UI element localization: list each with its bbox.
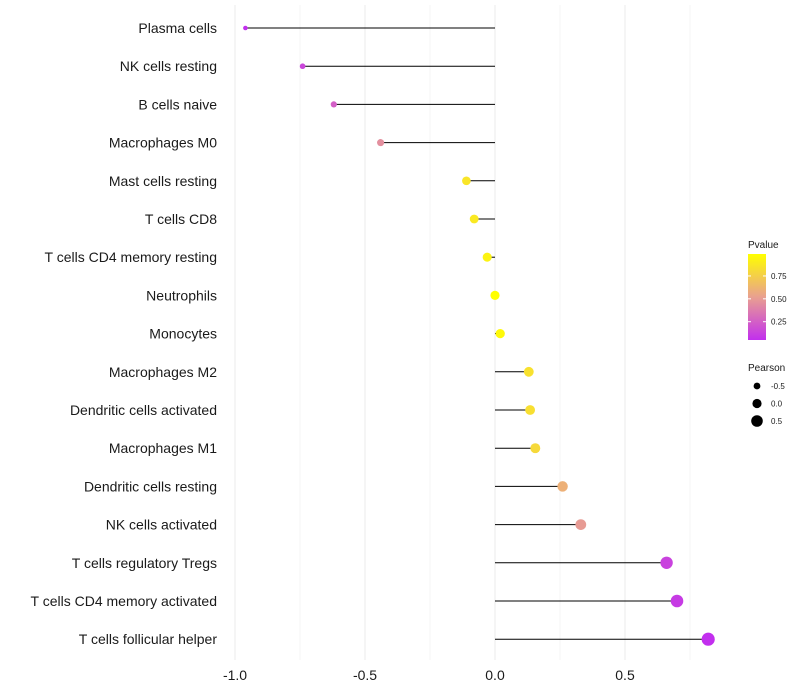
category-label: Mast cells resting [109,173,217,189]
category-label: Dendritic cells activated [70,402,217,418]
colorbar-tick-label: 0.50 [771,295,787,304]
category-label: T cells CD4 memory resting [45,249,217,265]
lollipop-dot [495,328,505,339]
x-axis-ticks: -1.0 -0.5 0.0 0.5 [223,667,635,683]
lollipop-dot [575,519,587,530]
lollipop-dot [482,252,492,262]
category-label: Dendritic cells resting [84,478,217,494]
lollipop-dot [299,63,306,70]
category-label: T cells regulatory Tregs [72,555,217,571]
category-labels: Plasma cells NK cells resting B cells naiv… [31,20,218,647]
lollipop-dot [557,481,568,492]
size-legend-label: -0.5 [771,382,785,391]
pvalue-legend-title: Pvalue [748,240,779,251]
lollipop-dots [243,25,715,646]
x-tick-label: -0.5 [353,667,377,683]
size-legend-dot [751,415,763,427]
size-legend-label: 0.0 [771,400,783,409]
lollipop-dot [523,366,534,377]
category-label: Macrophages M0 [109,135,217,151]
pearson-legend: Pearson -0.5 0.0 0.5 [748,363,785,427]
colorbar-tick-label: 0.25 [771,318,787,327]
category-label: Neutrophils [146,287,217,303]
category-label: B cells naive [138,96,217,112]
category-label: NK cells resting [120,58,217,74]
lollipop-dot [469,214,479,224]
lollipop-dot [490,290,500,300]
x-tick-label: 0.0 [485,667,505,683]
lollipop-dot [462,176,471,186]
lollipop-dot [525,405,536,415]
lollipop-dot [377,139,385,147]
lollipop-stems [245,27,709,640]
x-tick-label: -1.0 [223,667,247,683]
lollipop-dot [670,594,684,608]
colorbar-tick-label: 0.75 [771,272,787,281]
category-label: T cells CD8 [145,211,217,227]
pvalue-legend: Pvalue 0.75 0.50 0.25 [748,240,787,340]
lollipop-dot [530,443,541,454]
size-legend-dot [753,382,761,390]
category-label: T cells follicular helper [79,631,218,647]
size-legend-dot [752,398,762,409]
pvalue-colorbar [748,254,766,340]
lollipop-dot [330,101,337,108]
category-label: Monocytes [149,326,217,342]
lollipop-dot [243,25,248,31]
x-tick-label: 0.5 [615,667,635,683]
gridlines [234,5,691,660]
lollipop-dot [660,556,673,569]
size-legend-label: 0.5 [771,417,783,426]
pearson-legend-title: Pearson [748,363,785,374]
category-label: NK cells activated [106,517,217,533]
category-label: Plasma cells [138,20,217,36]
lollipop-dot [701,632,715,646]
category-label: Macrophages M2 [109,364,217,380]
category-label: T cells CD4 memory activated [31,593,217,609]
category-label: Macrophages M1 [109,440,217,456]
